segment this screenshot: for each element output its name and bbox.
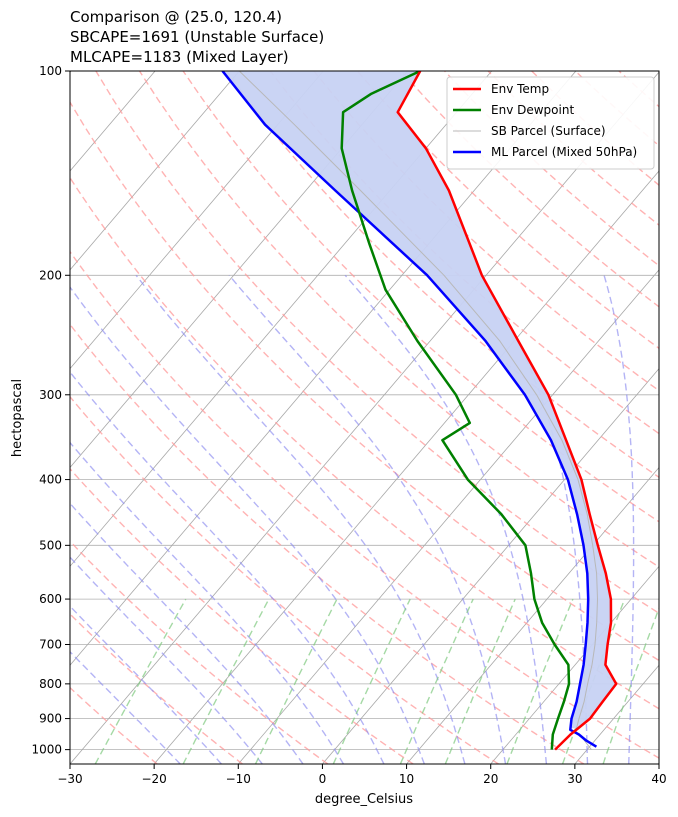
mixing-ratio-line	[602, 606, 659, 764]
isotherm-line	[322, 368, 659, 764]
dry-adiabat	[663, 71, 678, 764]
x-tick-label: −10	[226, 772, 251, 786]
moist-adiabat	[670, 275, 678, 764]
dry-adiabat	[70, 323, 585, 764]
legend-label-env-dewpoint: Env Dewpoint	[491, 103, 574, 117]
legend: Env Temp Env Dewpoint SB Parcel (Surface…	[446, 76, 655, 170]
mixing-ratio-line	[182, 598, 270, 764]
dry-adiabat	[269, 71, 659, 435]
mixing-ratio-line	[332, 598, 411, 764]
moist-adiabat	[70, 556, 263, 764]
moist-adiabat	[603, 275, 635, 764]
x-tick-label: 20	[483, 772, 498, 786]
dry-adiabat	[70, 613, 243, 764]
cape-area	[222, 71, 617, 729]
dry-adiabat	[226, 71, 659, 479]
series-line-env-temp	[396, 71, 618, 751]
x-tick-label: 30	[567, 772, 582, 786]
dry-adiabat	[70, 467, 414, 764]
isotherm-line	[70, 71, 577, 666]
mixing-ratio-line	[254, 598, 338, 764]
y-tick-label: 900	[39, 712, 62, 726]
moist-adiabat	[70, 441, 345, 764]
title-line-sbcape: SBCAPE=1691 (Unstable Surface)	[70, 28, 324, 46]
title-line-mlcape: MLCAPE=1183 (Mixed Layer)	[70, 48, 289, 66]
x-axis-label: degree_Celsius	[315, 792, 413, 807]
y-axis-ticks: 100 200 300 400 500 600 700 800 900 1000	[31, 64, 70, 757]
mixing-ratio-line	[506, 598, 574, 764]
isotherm-line	[153, 170, 659, 764]
y-tick-label: 200	[39, 268, 62, 282]
moist-adiabat	[70, 502, 304, 764]
y-tick-label: 700	[39, 638, 62, 652]
y-tick-label: 400	[39, 473, 62, 487]
isotherm-line	[406, 466, 659, 764]
mixing-ratio-line	[94, 598, 187, 764]
moist-adiabat	[135, 274, 466, 764]
legend-box	[446, 76, 655, 170]
moist-adiabat	[70, 370, 385, 764]
y-tick-label: 300	[39, 388, 62, 402]
x-tick-label: 40	[651, 772, 666, 786]
moist-adiabat	[70, 285, 425, 764]
moist-adiabat	[70, 650, 181, 764]
dry-adiabat	[95, 71, 659, 615]
dry-adiabat	[444, 71, 659, 267]
isotherm-line	[658, 763, 659, 764]
legend-label-sb-parcel: SB Parcel (Surface)	[491, 124, 606, 138]
series-line-sb-parcel-surface	[238, 71, 598, 750]
dry-adiabat	[70, 100, 659, 662]
y-tick-label: 600	[39, 592, 62, 606]
isotherm-line	[70, 71, 659, 764]
y-tick-label: 100	[39, 64, 62, 78]
isotherm-line	[70, 71, 408, 469]
profile-lines	[221, 71, 618, 751]
dry-adiabat	[70, 540, 329, 764]
isotherm-line	[70, 71, 240, 271]
cape-shading	[222, 71, 617, 729]
dry-adiabat	[138, 71, 659, 568]
dry-adiabat	[182, 71, 659, 523]
isotherm-line	[237, 269, 659, 764]
dry-adiabat	[70, 395, 499, 764]
y-tick-label: 500	[39, 538, 62, 552]
y-tick-label: 1000	[31, 743, 62, 757]
x-tick-label: 10	[399, 772, 414, 786]
plot-frame	[69, 70, 660, 765]
mixing-ratio-line	[399, 598, 474, 764]
series-line-env-dewpoint	[340, 71, 571, 750]
x-tick-label: 0	[319, 772, 327, 786]
moist-adiabat	[344, 274, 548, 764]
title-line-location: Comparison @ (25.0, 120.4)	[70, 8, 282, 26]
legend-label-ml-parcel: ML Parcel (Mixed 50hPa)	[491, 145, 637, 159]
series-line-ml-parcel-mixed-50hpa	[221, 71, 598, 748]
dry-adiabat	[70, 176, 659, 710]
mixing-ratio-line	[561, 598, 626, 764]
x-tick-label: −30	[57, 772, 82, 786]
x-axis-ticks: −30 −20 −10 0 10 20 30 40	[57, 764, 667, 786]
dry-adiabat	[618, 71, 659, 108]
legend-label-env-temp: Env Temp	[491, 82, 549, 96]
isotherm-line	[70, 71, 324, 370]
y-tick-label: 800	[39, 677, 62, 691]
moist-adiabat	[70, 605, 222, 764]
mixing-ratio-line	[444, 598, 516, 764]
y-axis-label: hectopascal	[10, 379, 25, 457]
x-tick-label: −20	[141, 772, 166, 786]
chart-title: Comparison @ (25.0, 120.4) SBCAPE=1691 (…	[70, 8, 324, 66]
background-lines	[70, 71, 678, 764]
